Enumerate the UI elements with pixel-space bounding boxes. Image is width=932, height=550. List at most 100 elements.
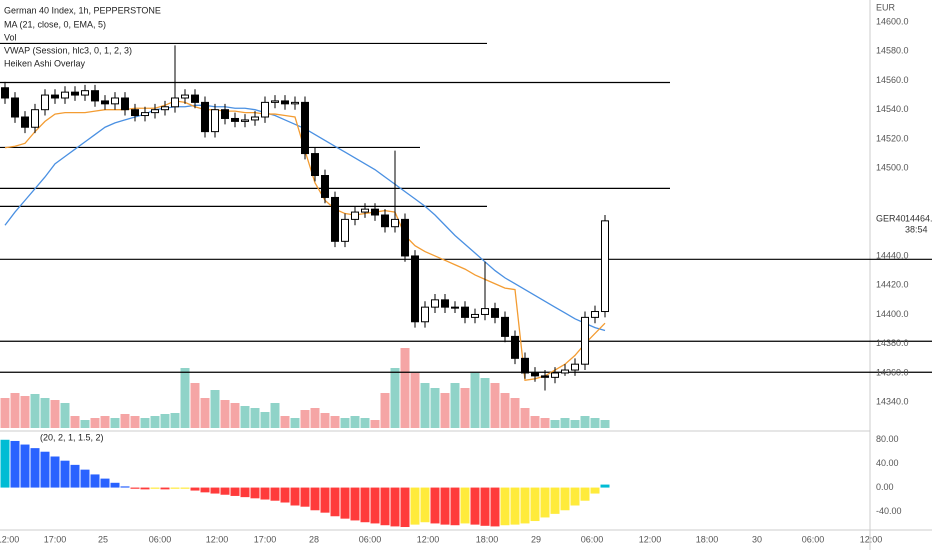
candle-body [461,306,469,318]
volume-bar [200,398,210,428]
oscillator-bar [210,487,220,494]
volume-bar [310,408,320,428]
candle-body [331,196,339,242]
oscillator-bar [110,482,120,488]
volume-bar [520,408,530,428]
volume-bar [380,393,390,428]
candle-body [191,94,199,103]
candle-body [51,94,59,99]
volume-bar [80,420,90,428]
candle-body [451,306,459,309]
oscillator-bar [580,487,590,501]
volume-bar [10,393,20,428]
oscillator-bar [80,469,90,488]
candle-body [411,255,419,323]
oscillator-bar [380,487,390,526]
candle-body [61,91,69,99]
oscillator-bar [130,487,140,489]
candle-body [381,214,389,228]
candle-body [91,90,99,102]
candle-body [211,109,219,133]
volume-bar [600,420,610,428]
x-tick-label: 25 [98,534,108,544]
x-tick-label: 18:00 [476,534,499,544]
volume-bar [190,383,200,428]
volume-bar [220,400,230,428]
x-tick-label: 12:00 [0,534,19,544]
symbol: GER40 [876,213,906,223]
x-tick-label: 17:00 [254,534,277,544]
candle-body [531,372,539,377]
volume-bar [340,418,350,428]
oscillator-bar [600,484,610,488]
candle-body [231,117,239,122]
volume-bar [480,378,490,428]
y-tick-label: 14400.0 [876,309,909,319]
candle-body [141,112,149,117]
oscillator-bar [170,487,180,489]
oscillator-bar [310,487,320,511]
y-tick-label: 14520.0 [876,133,909,143]
oscillator-bar [190,487,200,491]
y-tick-label: 14580.0 [876,46,909,56]
volume-bar [150,416,160,428]
volume-bar [540,418,550,428]
oscillator-bar [260,487,270,500]
volume-bar [170,413,180,428]
oscillator-bar [480,487,490,526]
osc-tick-label: 80.00 [876,434,899,444]
candle-body [361,208,369,213]
oscillator-bar [510,487,520,525]
legend-vwap: VWAP (Session, hlc3, 0, 1, 2, 3) [4,45,132,55]
oscillator-bar [340,487,350,519]
candle-body [571,363,579,371]
oscillator-bar [70,464,80,488]
countdown: 38:54 [905,224,928,234]
candle-body [321,175,329,198]
candle-body [491,308,499,318]
x-tick-label: 28 [309,534,319,544]
oscillator-bar [280,487,290,503]
volume-bar [260,412,270,428]
volume-bar [320,413,330,428]
oscillator-bar [100,478,110,488]
candle-body [501,316,509,337]
oscillator-bar [290,487,300,506]
candle-body [511,335,519,359]
volume-bar [120,414,130,428]
candle-body [431,299,439,308]
candle-body [201,101,209,133]
oscillator-bar [30,448,40,488]
candle-body [341,218,349,242]
volume-bar [280,416,290,428]
candle-body [581,316,589,365]
volume-bar [0,398,10,428]
chart-title: German 40 Index, 1h, PEPPERSTONE [4,5,161,15]
volume-bar [550,420,560,428]
candle-body [121,97,129,111]
candle-body [151,109,159,114]
oscillator-bar [410,487,420,525]
oscillator-bar [490,487,500,527]
oscillator-bar [520,487,530,524]
oscillator-bar [60,460,70,488]
candle-body [471,313,479,318]
oscillator-bar [430,487,440,524]
volume-bar [250,408,260,428]
candle-body [11,97,19,118]
candle-body [221,109,229,119]
oscillator-bar [160,487,170,490]
volume-bar [160,414,170,428]
candle-body [71,91,79,96]
volume-bar [50,400,60,428]
x-tick-label: 06:00 [359,534,382,544]
volume-bar [100,416,110,428]
candle-body [241,119,249,122]
candle-body [1,87,9,99]
candle-body [181,94,189,99]
volume-bar [300,410,310,428]
volume-bar [330,416,340,428]
y-tick-label: 14440.0 [876,250,909,260]
oscillator-bar [240,487,250,498]
oscillator-bar [590,487,600,494]
